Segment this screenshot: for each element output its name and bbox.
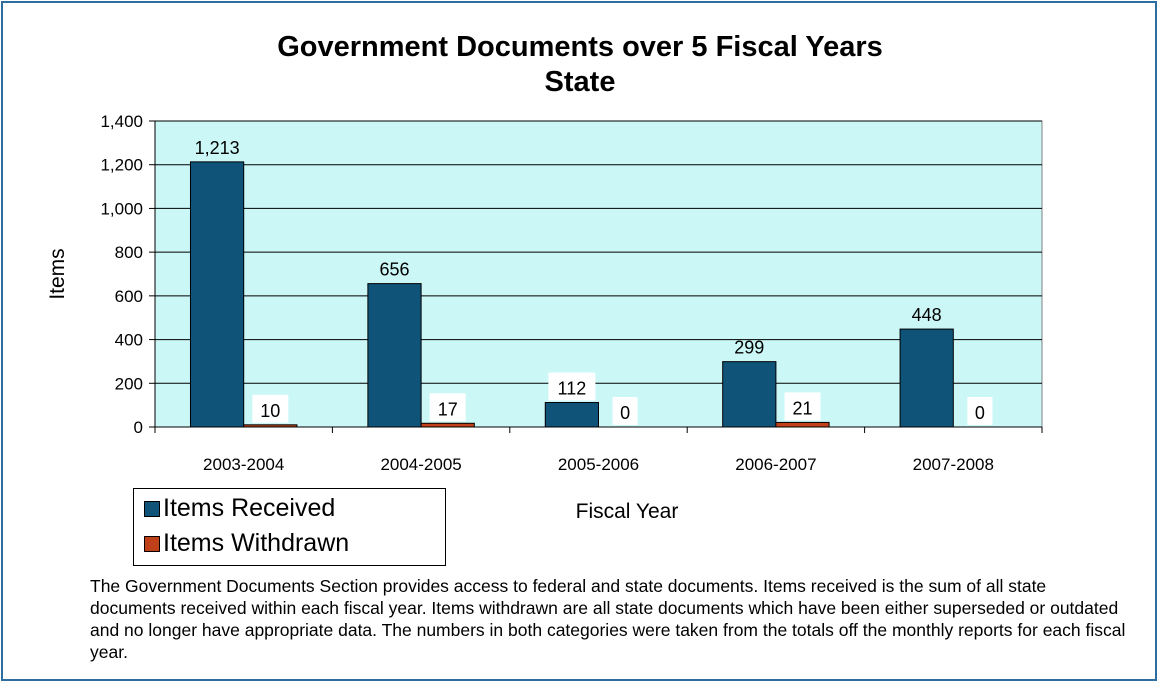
data-label: 0 <box>620 403 630 423</box>
x-tick-label: 2007-2008 <box>913 455 994 474</box>
data-label: 17 <box>438 399 458 419</box>
x-tick-label: 2005-2006 <box>558 455 639 474</box>
data-label-background <box>967 397 993 425</box>
y-tick-label: 1,000 <box>100 199 143 218</box>
data-label: 656 <box>379 260 409 280</box>
bar-items-received <box>367 283 422 428</box>
x-tick-label: 2003-2004 <box>203 455 284 474</box>
x-tick-label: 2004-2005 <box>380 455 461 474</box>
bar-items-received <box>544 402 600 428</box>
chart-title: Government Documents over 5 Fiscal Years <box>277 31 883 63</box>
y-axis-title: Items <box>46 248 69 299</box>
y-tick-label: 400 <box>115 331 143 350</box>
data-label-background <box>784 392 821 421</box>
y-tick-label: 600 <box>115 287 143 306</box>
data-label: 0 <box>975 403 985 423</box>
data-label: 112 <box>558 379 587 399</box>
chart-caption: The Government Documents Section provide… <box>90 576 1126 662</box>
y-tick-label: 1,400 <box>100 112 143 131</box>
bar-items-received <box>899 328 954 428</box>
y-tick-label: 800 <box>115 243 143 262</box>
legend-swatch-items-received <box>144 500 160 517</box>
chart-subtitle: State <box>544 66 616 98</box>
y-tick-label: 1,200 <box>100 156 143 175</box>
data-label: 10 <box>260 401 280 421</box>
bar-items-withdrawn <box>775 421 830 428</box>
bar-items-received <box>722 361 777 428</box>
data-label-background <box>252 394 289 423</box>
legend-item-items-received: Items Received <box>144 494 335 523</box>
data-label: 299 <box>734 338 764 358</box>
legend-swatch-items-withdrawn <box>144 535 160 552</box>
data-label: 21 <box>792 398 812 418</box>
data-label-background <box>548 372 596 401</box>
plot-area <box>154 120 1043 428</box>
data-label: 448 <box>912 305 942 325</box>
data-label-background <box>612 397 638 425</box>
bar-items-received <box>189 161 245 428</box>
x-axis-title: Fiscal Year <box>576 500 679 523</box>
y-tick-label: 0 <box>134 418 143 437</box>
data-label: 1,213 <box>195 138 240 158</box>
legend-label-items-received: Items Received <box>163 494 336 522</box>
x-tick-label: 2006-2007 <box>735 455 816 474</box>
bar-items-withdrawn <box>420 422 475 428</box>
legend-label-items-withdrawn: Items Withdrawn <box>163 529 350 557</box>
data-label-background <box>429 393 466 422</box>
bar-items-withdrawn <box>243 424 298 428</box>
legend-item-items-withdrawn: Items Withdrawn <box>144 529 349 558</box>
y-tick-label: 200 <box>115 374 143 393</box>
legend: Items Received Items Withdrawn <box>133 488 446 566</box>
